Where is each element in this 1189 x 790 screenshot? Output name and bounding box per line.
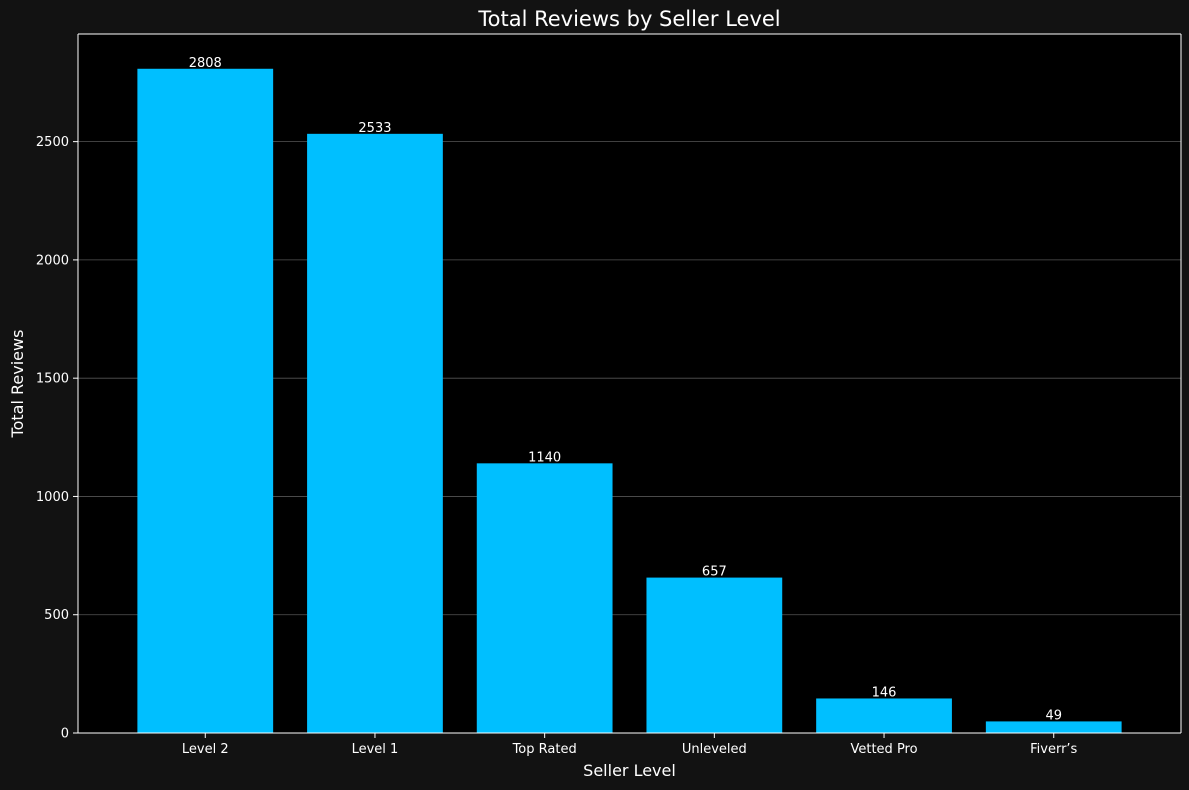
bar-level-2 bbox=[137, 68, 274, 734]
y-tick-label: 2500 bbox=[36, 135, 69, 150]
data-label: 49 bbox=[1045, 708, 1062, 723]
y-tick-label: 1500 bbox=[36, 372, 69, 387]
y-tick-label: 1000 bbox=[36, 490, 69, 505]
data-label: 657 bbox=[702, 565, 727, 580]
y-axis-title: Total Reviews bbox=[8, 330, 27, 439]
chart-title: Total Reviews by Seller Level bbox=[477, 7, 780, 31]
data-label: 2533 bbox=[358, 121, 391, 136]
x-tick-label: Vetted Pro bbox=[850, 742, 917, 757]
bar-level-1 bbox=[307, 133, 443, 733]
data-label: 1140 bbox=[528, 450, 561, 465]
x-tick-label: Level 2 bbox=[182, 742, 229, 757]
x-tick-label: Fiverr’s bbox=[1030, 742, 1077, 757]
x-tick-label: Level 1 bbox=[352, 742, 399, 757]
bar-vetted-pro bbox=[816, 698, 952, 733]
bar-fiverr-s bbox=[985, 721, 1122, 733]
y-tick-label: 500 bbox=[44, 608, 69, 623]
x-tick-label: Unleveled bbox=[682, 742, 747, 757]
data-label: 146 bbox=[872, 685, 897, 700]
data-label: 2808 bbox=[189, 56, 222, 71]
x-axis-title: Seller Level bbox=[583, 761, 676, 780]
bar-unleveled bbox=[646, 577, 783, 733]
axes: 0 500 1000 1500 2000 2500 Level 2 Level 1 Top Ra… bbox=[36, 33, 1182, 757]
y-tick-label: 2000 bbox=[36, 253, 69, 268]
data-labels: 2808 2533 1140 657 146 49 bbox=[189, 56, 1062, 724]
y-tick-label: 0 bbox=[61, 727, 69, 742]
bar-top-rated bbox=[476, 463, 613, 733]
bars bbox=[137, 68, 1122, 734]
x-tick-label: Top Rated bbox=[512, 742, 577, 757]
